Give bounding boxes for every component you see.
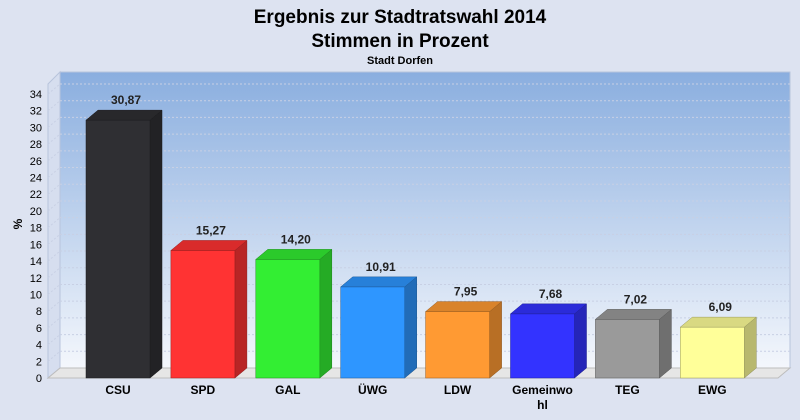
bar-front	[595, 319, 660, 379]
grid-line-left	[47, 250, 61, 262]
y-tick-label: 34	[30, 89, 42, 101]
x-tick-label: SPD	[191, 383, 216, 397]
bar	[679, 316, 757, 379]
bar-side	[404, 276, 417, 379]
y-tick-label: 24	[30, 173, 42, 185]
grid-line-left	[47, 217, 61, 229]
y-tick-label: 20	[30, 206, 42, 218]
y-tick-label: 0	[36, 373, 42, 385]
grid-line-left	[47, 334, 61, 345]
bar-value-label: 7,95	[454, 285, 478, 299]
grid-line-left	[47, 100, 61, 112]
bars: 30,87 15,27 14,20 10,91 7,95 7,68 7,02 6,09	[85, 93, 757, 379]
plot-left-wall	[47, 70, 61, 380]
chart-title: Ergebnis zur Stadtratswahl 2014	[254, 7, 547, 28]
x-tick-label: ÜWG	[358, 382, 387, 397]
bar-value-label: 14,20	[281, 232, 311, 246]
bar-value-label: 10,91	[366, 260, 396, 274]
grid-line-left	[47, 150, 61, 162]
x-tick-label: EWG	[698, 383, 727, 397]
bar-top	[594, 309, 673, 320]
bar-value-label: 30,87	[111, 93, 141, 107]
bar-side	[744, 316, 757, 379]
grid-line-left	[47, 200, 61, 212]
chart-subtitle: Stimmen in Prozent	[311, 31, 489, 52]
bar-top	[170, 240, 248, 251]
y-tick-label: 4	[36, 340, 42, 352]
bar-front	[680, 326, 745, 379]
grid-line-left	[47, 233, 61, 245]
bar-top	[424, 301, 503, 312]
grid-line-left	[47, 317, 61, 329]
chart-subsubtitle: Stadt Dorfen	[367, 55, 433, 67]
bar-value-label: 7,02	[624, 292, 648, 306]
grid-line-left	[47, 284, 61, 295]
y-tick-label: 28	[30, 139, 42, 151]
y-tick-label: 32	[30, 106, 42, 118]
bar	[85, 109, 163, 379]
bar	[255, 248, 333, 379]
bar-side	[659, 308, 672, 379]
bar-front	[255, 259, 321, 379]
x-tick-label: Gemeinwo	[512, 383, 573, 397]
y-tick-label: 22	[30, 189, 42, 201]
bar-value-label: 6,09	[709, 300, 733, 314]
y-tick-label: 2	[36, 356, 42, 368]
bar	[509, 303, 588, 379]
grid-line-left	[47, 83, 61, 95]
bar-side	[234, 239, 248, 379]
bar-value-label: 15,27	[196, 223, 226, 237]
grid-line-left	[47, 183, 61, 195]
plot-back-wall	[59, 71, 791, 369]
x-tick-label: hl	[537, 398, 548, 412]
y-tick-label: 26	[30, 156, 42, 168]
x-tick-label: CSU	[105, 383, 130, 397]
y-tick-label: 18	[30, 223, 42, 235]
x-tick-label: GAL	[275, 383, 300, 397]
bar-top	[255, 249, 333, 260]
y-axis-label: %	[11, 218, 25, 229]
bar-side	[574, 303, 587, 379]
grid-line-left	[47, 167, 61, 178]
bar-value-label: 7,68	[539, 287, 563, 301]
bar-top	[509, 303, 588, 315]
y-tick-label: 8	[36, 306, 42, 318]
y-tick-label: 10	[30, 289, 42, 301]
bar-front	[510, 313, 575, 379]
x-tick-label: TEG	[615, 383, 640, 397]
bar-front	[170, 250, 236, 379]
bar	[340, 276, 418, 379]
bar-side	[489, 301, 502, 379]
bar-front	[85, 119, 151, 379]
grid-line-left	[47, 300, 61, 312]
grid-line-left	[47, 117, 61, 128]
bar-front	[425, 311, 490, 379]
bar-front	[340, 286, 405, 379]
bar	[424, 301, 503, 379]
y-tick-label: 6	[36, 323, 42, 335]
x-tick-label: LDW	[444, 383, 472, 397]
grid-line-left	[47, 350, 61, 362]
bar-side	[319, 248, 333, 379]
y-tick-label: 30	[30, 122, 42, 134]
bar-top	[85, 109, 163, 121]
grid-line-left	[47, 133, 61, 145]
bar-top	[679, 316, 757, 328]
bar	[170, 239, 248, 379]
bar-top	[340, 276, 418, 288]
bar-side	[149, 109, 163, 379]
y-tick-label: 14	[30, 256, 42, 268]
y-tick-label: 16	[30, 239, 42, 251]
grid-line-left	[47, 267, 61, 279]
y-tick-label: 12	[30, 273, 42, 285]
bar	[594, 308, 673, 379]
